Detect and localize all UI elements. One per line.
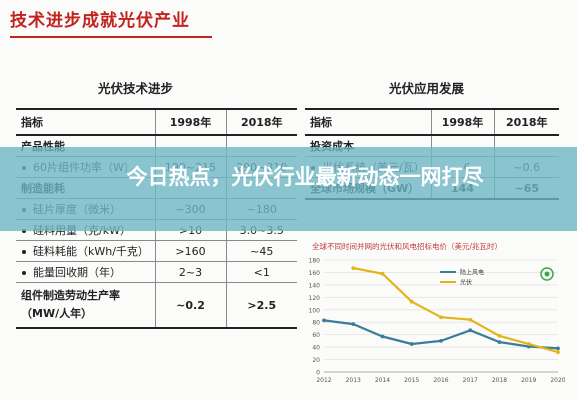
data-point	[380, 334, 385, 339]
data-point	[409, 299, 414, 304]
row-value: ~0.2	[154, 282, 226, 329]
logo-icon	[540, 267, 554, 281]
x-tick-label: 2014	[375, 377, 390, 384]
column-header: 2018年	[493, 108, 559, 136]
legend-label: 光伏	[460, 279, 472, 287]
data-point	[351, 322, 356, 326]
bullet-icon	[22, 271, 26, 275]
data-point	[409, 342, 414, 346]
row-value: <1	[225, 261, 297, 283]
bullet-icon	[22, 250, 26, 254]
row-label: 组件制造劳动生产率（MW/人年）	[16, 282, 155, 329]
y-tick-label: 80	[312, 320, 320, 327]
y-tick-label: 160	[309, 270, 321, 277]
column-header: 指标	[16, 108, 155, 136]
row-label: 能量回收期（年）	[16, 261, 155, 283]
column-header: 1998年	[154, 108, 226, 136]
x-tick-label: 2012	[316, 377, 331, 384]
series-line-2	[353, 267, 559, 354]
left-table-title: 光伏技术进步	[98, 81, 174, 96]
data-point	[380, 271, 385, 276]
data-point	[322, 318, 326, 323]
headline-text[interactable]: 今日热点，光伏行业最新动态一网打尽	[126, 165, 484, 189]
x-tick-label: 2013	[346, 377, 361, 384]
row-label: 硅料耗能（kWh/千克）	[16, 240, 155, 262]
data-point	[468, 317, 473, 322]
tender-price-chart: 0 20 40 60 80 100 120 140 160 180 2012 2013 2014 2015…	[309, 258, 565, 385]
table-row: 能量回收期（年） 2~3 <1	[16, 261, 297, 283]
data-point	[351, 266, 356, 270]
row-label-text: 组件制造劳动生产率（MW/人年）	[21, 289, 120, 320]
x-tick-label: 2018	[492, 377, 507, 384]
y-tick-label: 120	[309, 295, 321, 302]
data-point	[439, 315, 443, 320]
row-value: >2.5	[225, 282, 297, 329]
data-point	[526, 342, 531, 346]
table-row: 组件制造劳动生产率（MW/人年） ~0.2 >2.5	[16, 282, 297, 329]
y-tick-label: 180	[309, 258, 321, 265]
data-point	[497, 340, 502, 345]
title-underline	[10, 36, 212, 38]
table-header-row: 指标 1998年 2018年	[16, 108, 297, 136]
legend-label: 陆上风电	[460, 269, 484, 277]
y-tick-label: 100	[309, 307, 321, 314]
data-point	[556, 350, 560, 354]
logo-icon-dot	[544, 271, 550, 277]
x-tick-label: 2020	[550, 377, 565, 384]
column-header: 2018年	[225, 108, 297, 136]
headline-banner[interactable]	[0, 147, 577, 231]
x-tick-label: 2017	[463, 377, 478, 384]
bullet-icon	[22, 229, 26, 233]
table-row: 硅料耗能（kWh/千克） >160 ~45	[16, 240, 297, 262]
x-tick-label: 2015	[404, 377, 419, 384]
table-header-row: 指标 1998年 2018年	[305, 108, 559, 136]
column-header: 1998年	[430, 108, 494, 136]
column-header: 指标	[305, 108, 431, 136]
row-value: >160	[154, 240, 226, 262]
page-title: 技术进步成就光伏产业	[10, 11, 190, 31]
y-tick-label: 20	[312, 357, 320, 364]
row-label-text: 硅料耗能（kWh/千克）	[33, 245, 149, 258]
row-value: 2~3	[154, 261, 226, 283]
y-tick-label: 0	[316, 370, 320, 377]
x-tick-label: 2016	[433, 377, 448, 384]
x-tick-label: 2019	[521, 377, 536, 384]
data-point	[439, 338, 443, 343]
chart-title: 全球不同时间并网的光伏和风电招标电价（美元/兆瓦时）	[312, 242, 503, 251]
y-tick-label: 40	[312, 345, 320, 352]
row-value: ~45	[225, 240, 297, 262]
data-point	[497, 334, 502, 338]
y-tick-label: 60	[312, 332, 320, 339]
data-point	[468, 328, 473, 333]
y-tick-label: 140	[309, 282, 321, 289]
right-table-title: 光伏应用发展	[389, 81, 465, 96]
data-point	[556, 346, 560, 351]
row-label-text: 能量回收期（年）	[33, 266, 121, 279]
